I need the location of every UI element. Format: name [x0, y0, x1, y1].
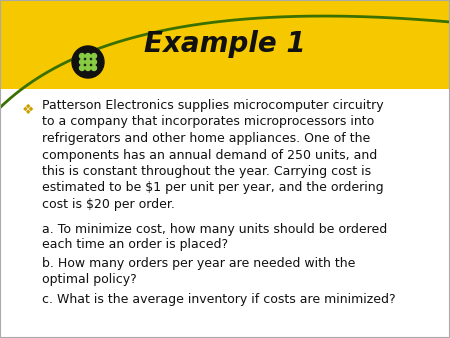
Text: c. What is the average inventory if costs are minimized?: c. What is the average inventory if cost… — [42, 292, 396, 306]
Text: cost is $20 per order.: cost is $20 per order. — [42, 198, 175, 211]
Circle shape — [86, 53, 90, 58]
Text: b. How many orders per year are needed with the: b. How many orders per year are needed w… — [42, 258, 356, 270]
Circle shape — [91, 59, 96, 65]
Text: estimated to be $1 per unit per year, and the ordering: estimated to be $1 per unit per year, an… — [42, 182, 383, 194]
Text: optimal policy?: optimal policy? — [42, 273, 137, 286]
Text: this is constant throughout the year. Carrying cost is: this is constant throughout the year. Ca… — [42, 165, 371, 178]
Circle shape — [80, 53, 85, 58]
Text: each time an order is placed?: each time an order is placed? — [42, 238, 228, 251]
Circle shape — [86, 66, 90, 71]
Circle shape — [91, 53, 96, 58]
Text: refrigerators and other home appliances. One of the: refrigerators and other home appliances.… — [42, 132, 370, 145]
Circle shape — [86, 59, 90, 65]
Text: to a company that incorporates microprocessors into: to a company that incorporates microproc… — [42, 116, 374, 128]
Bar — [0, 0, 450, 89]
Text: a. To minimize cost, how many units should be ordered: a. To minimize cost, how many units shou… — [42, 222, 387, 236]
Text: Example 1: Example 1 — [144, 30, 306, 58]
Bar — [0, 89, 450, 338]
Text: Patterson Electronics supplies microcomputer circuitry: Patterson Electronics supplies microcomp… — [42, 99, 383, 112]
Circle shape — [80, 66, 85, 71]
Text: components has an annual demand of 250 units, and: components has an annual demand of 250 u… — [42, 148, 377, 162]
Text: ❖: ❖ — [22, 103, 34, 117]
Circle shape — [80, 59, 85, 65]
Circle shape — [91, 66, 96, 71]
Circle shape — [72, 46, 104, 78]
